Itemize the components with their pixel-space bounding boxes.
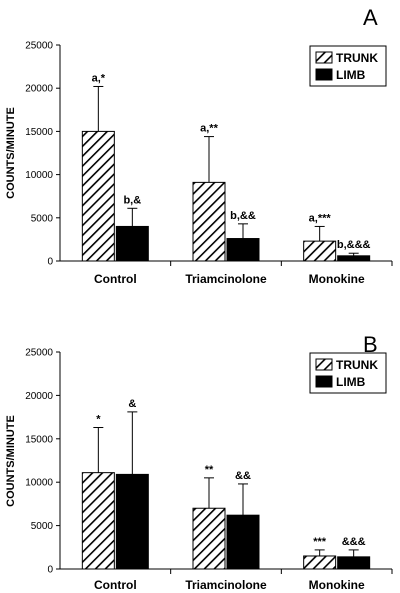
significance-label: *** xyxy=(313,536,327,548)
y-tick-label: 0 xyxy=(47,257,53,268)
bar-limb xyxy=(226,238,260,262)
y-axis-title: COUNTS/MINUTE xyxy=(5,415,17,507)
legend-swatch xyxy=(315,51,333,64)
category-label: Control xyxy=(94,272,137,286)
y-tick-label: 25000 xyxy=(25,348,53,359)
y-tick-label: 20000 xyxy=(25,391,53,402)
panel-a: A 0 5000 10000 15000 20000 25000 COUNTS/MINUTE C… xyxy=(5,5,393,286)
legend-label: TRUNK xyxy=(336,358,378,372)
significance-label: b,& xyxy=(123,194,141,206)
bar-limb xyxy=(115,225,149,262)
bar-trunk xyxy=(303,240,337,262)
y-tick-label: 5000 xyxy=(31,521,54,532)
significance-label: b,&& xyxy=(230,210,256,222)
category-label: Control xyxy=(94,578,137,592)
panel-label: A xyxy=(363,5,378,30)
legend-swatch xyxy=(315,68,333,81)
bar-trunk xyxy=(192,507,226,570)
significance-label: a,*** xyxy=(309,212,332,224)
category-label: Triamcinolone xyxy=(185,578,267,592)
significance-label: && xyxy=(235,470,251,482)
y-tick-label: 5000 xyxy=(31,213,54,224)
y-tick-label: 0 xyxy=(47,565,53,576)
y-tick-label: 15000 xyxy=(25,127,53,138)
category-label: Monokine xyxy=(309,272,365,286)
legend-label: LIMB xyxy=(336,68,366,82)
y-tick-label: 25000 xyxy=(25,41,53,52)
bar-limb xyxy=(226,514,260,570)
bar-limb xyxy=(115,473,149,570)
bar-trunk xyxy=(81,130,115,262)
panel-label: B xyxy=(363,332,378,357)
category-label: Triamcinolone xyxy=(185,272,267,286)
bar-trunk xyxy=(303,555,337,570)
legend-label: LIMB xyxy=(336,375,366,389)
category-label: Monokine xyxy=(309,578,365,592)
legend-swatch xyxy=(315,358,333,371)
bar-limb xyxy=(337,255,371,262)
legend-swatch xyxy=(315,375,333,388)
y-tick-label: 15000 xyxy=(25,434,53,445)
y-tick-label: 10000 xyxy=(25,170,53,181)
significance-label: a,** xyxy=(200,123,218,135)
y-tick-label: 20000 xyxy=(25,84,53,95)
significance-label: ** xyxy=(205,464,214,476)
significance-label: b,&&& xyxy=(337,239,371,251)
significance-label: & xyxy=(128,398,136,410)
bar-limb xyxy=(337,556,371,570)
bar-trunk xyxy=(81,472,115,570)
significance-label: a,* xyxy=(92,72,106,84)
panel-b: B 0 5000 10000 15000 20000 25000 COUNTS/MINUTE C… xyxy=(5,332,393,592)
bar-trunk xyxy=(192,181,226,262)
y-tick-label: 10000 xyxy=(25,478,53,489)
significance-label: * xyxy=(96,414,101,426)
legend-label: TRUNK xyxy=(336,51,378,65)
y-axis-title: COUNTS/MINUTE xyxy=(5,107,17,199)
significance-label: &&& xyxy=(342,536,366,548)
